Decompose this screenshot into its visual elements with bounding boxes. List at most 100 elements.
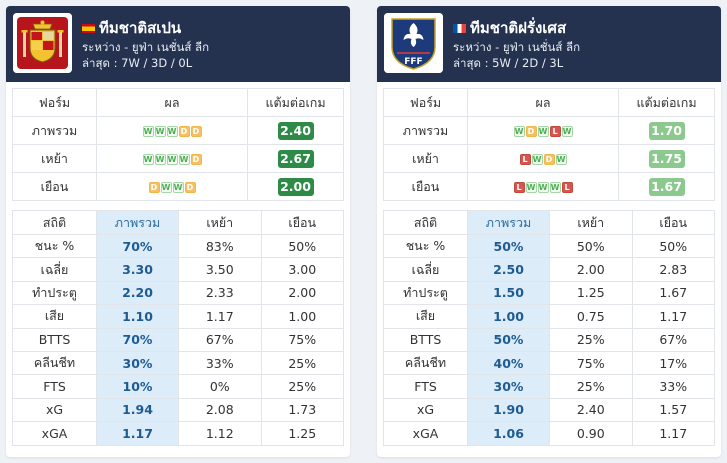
ppg-cell: 2.00 <box>247 172 344 201</box>
stat-home: 25% <box>549 327 633 352</box>
stats-table: สถิติ ภาพรวม เหย้า เยือน ชนะ % 50% 50% 50% เ… <box>383 210 715 446</box>
spain-crest-icon <box>13 13 72 73</box>
team-name: ทีมชาติสเปน <box>99 19 182 37</box>
stat-home: 2.00 <box>549 257 633 282</box>
stat-home: 83% <box>178 233 262 259</box>
stat-overall: 40% <box>467 350 550 376</box>
competition-subtitle: ระหว่าง - ยูฟ่า เนชั่นส์ ลีก <box>82 40 210 54</box>
result-badge: D <box>184 182 196 193</box>
stats-row: ทำประตู 2.20 2.33 2.00 <box>12 280 344 306</box>
ppg-cell: 2.67 <box>247 144 344 173</box>
result-badge: L <box>561 182 573 193</box>
team-header: FFF ทีมชาติฝรั่งเศส ระหว่าง - ยูฟ่า เนชั… <box>377 6 721 82</box>
ppg-badge: 1.67 <box>648 177 685 196</box>
stat-away: 33% <box>631 374 715 399</box>
result-badge: D <box>178 126 190 137</box>
stat-home: 1.25 <box>549 280 633 306</box>
ppg-badge: 1.75 <box>648 149 685 168</box>
stats-row: ชนะ % 50% 50% 50% <box>383 233 715 259</box>
form-row: เหย้า W W W W D 2.67 <box>12 144 344 173</box>
form-header-ppg: แต้มต่อเกม <box>247 88 344 117</box>
svg-text:FFF: FFF <box>404 57 422 67</box>
result-badge: W <box>525 182 537 193</box>
result-badge: W <box>142 154 154 165</box>
stat-away: 25% <box>260 374 344 399</box>
form-row-label: เหย้า <box>12 144 97 173</box>
stat-label: xGA <box>12 421 97 446</box>
form-header-results: ผล <box>96 88 248 117</box>
stat-label: เฉลี่ย <box>12 257 97 282</box>
form-header-ppg: แต้มต่อเกม <box>618 88 715 117</box>
stats-row: คลีนชีท 40% 75% 17% <box>383 350 715 376</box>
stats-header-overall: ภาพรวม <box>467 210 550 235</box>
form-row: ภาพรวม W D W L W 1.70 <box>383 116 715 145</box>
form-rows: ภาพรวม W W W D D 2.40 เหย้า W W W W D 2.67 เยือน D W W D 2.… <box>12 116 344 201</box>
stat-home: 0.75 <box>549 304 633 329</box>
stat-overall: 10% <box>96 374 179 399</box>
stat-away: 75% <box>260 327 344 352</box>
stat-home: 25% <box>549 374 633 399</box>
result-badge: W <box>537 126 549 137</box>
team-header: ทีมชาติสเปน ระหว่าง - ยูฟ่า เนชั่นส์ ลีก… <box>6 6 350 82</box>
stats-table: สถิติ ภาพรวม เหย้า เยือน ชนะ % 70% 83% 50% เ… <box>12 210 344 446</box>
result-badge: W <box>172 182 184 193</box>
stat-home: 3.50 <box>178 257 262 282</box>
form-row-label: ภาพรวม <box>12 116 97 145</box>
stats-row: เฉลี่ย 3.30 3.50 3.00 <box>12 257 344 282</box>
form-row-label: เยือน <box>383 172 468 201</box>
result-badge: D <box>525 126 537 137</box>
stat-overall: 30% <box>467 374 550 399</box>
stats-header-home: เหย้า <box>549 210 633 235</box>
result-badge: W <box>555 154 567 165</box>
stat-label: FTS <box>383 374 468 399</box>
recent-record: ล่าสุด : 5W / 2D / 3L <box>453 56 564 70</box>
ppg-cell: 1.75 <box>618 144 715 173</box>
stats-row: เฉลี่ย 2.50 2.00 2.83 <box>383 257 715 282</box>
stat-away: 50% <box>631 233 715 259</box>
stat-home: 2.08 <box>178 397 262 423</box>
team-name: ทีมชาติฝรั่งเศส <box>470 19 567 37</box>
stat-overall: 1.94 <box>96 397 179 423</box>
stat-label: BTTS <box>12 327 97 352</box>
competition-subtitle: ระหว่าง - ยูฟ่า เนชั่นส์ ลีก <box>453 40 581 54</box>
stat-away: 1.17 <box>631 421 715 446</box>
ppg-cell: 2.40 <box>247 116 344 145</box>
stat-overall: 70% <box>96 327 179 352</box>
result-badge: W <box>166 126 178 137</box>
stat-away: 50% <box>260 233 344 259</box>
stat-away: 1.17 <box>631 304 715 329</box>
stat-away: 25% <box>260 350 344 376</box>
stats-row: เสีย 1.00 0.75 1.17 <box>383 304 715 329</box>
result-badge: W <box>549 182 561 193</box>
stat-home: 75% <box>549 350 633 376</box>
stat-label: BTTS <box>383 327 468 352</box>
stat-home: 2.33 <box>178 280 262 306</box>
result-badge: L <box>519 154 531 165</box>
form-rows: ภาพรวม W D W L W 1.70 เหย้า L W D W 1.75 เยือน L W W W L 1.… <box>383 116 715 201</box>
stat-overall: 1.06 <box>467 421 550 446</box>
stat-away: 1.73 <box>260 397 344 423</box>
ppg-badge: 2.00 <box>277 177 314 196</box>
stat-overall: 1.50 <box>467 280 550 306</box>
stats-header-away: เยือน <box>631 210 715 235</box>
stat-home: 33% <box>178 350 262 376</box>
stats-header-away: เยือน <box>260 210 344 235</box>
stat-home: 50% <box>549 233 633 259</box>
stat-overall: 2.50 <box>467 257 550 282</box>
stats-row: BTTS 70% 67% 75% <box>12 327 344 352</box>
stat-label: ทำประตู <box>12 280 97 306</box>
stat-overall: 1.17 <box>96 421 179 446</box>
result-badge: L <box>513 182 525 193</box>
stat-label: xG <box>383 397 468 423</box>
result-badge: W <box>166 154 178 165</box>
stats-row: FTS 30% 25% 33% <box>383 374 715 399</box>
stat-label: xG <box>12 397 97 423</box>
stat-label: FTS <box>12 374 97 399</box>
team-card-france: FFF ทีมชาติฝรั่งเศส ระหว่าง - ยูฟ่า เนชั… <box>377 6 721 457</box>
